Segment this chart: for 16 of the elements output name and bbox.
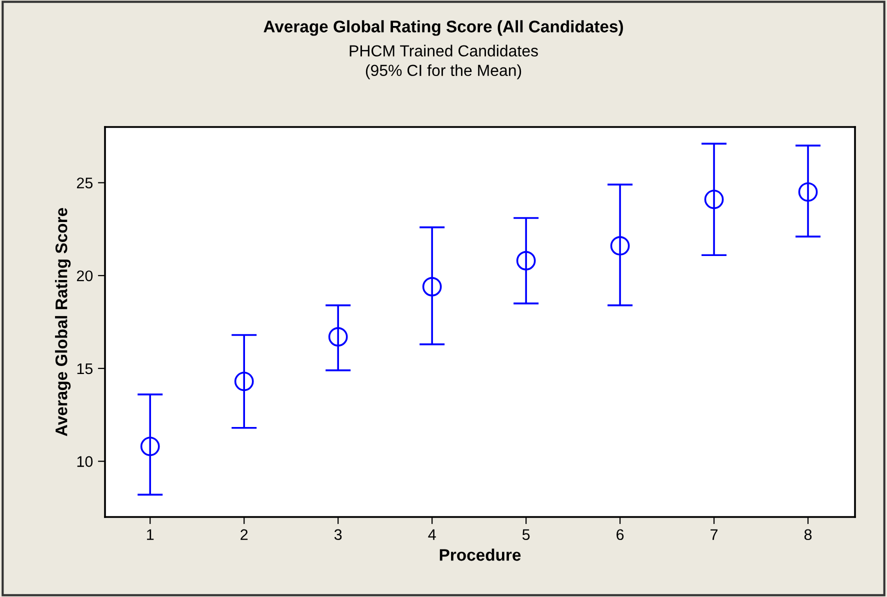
chart-title: Average Global Rating Score (All Candidates) bbox=[264, 20, 623, 36]
x-tick-label: 3 bbox=[334, 529, 342, 540]
y-tick-label: 20 bbox=[76, 270, 93, 282]
x-tick-label: 1 bbox=[147, 529, 154, 540]
x-axis-title: Procedure bbox=[440, 548, 521, 561]
y-axis-title: Average Global Rating Score bbox=[55, 208, 71, 436]
chart-subtitle: PHCM Trained Candidates (95% CI for the Mean) bbox=[350, 44, 538, 80]
x-tick-label: 5 bbox=[522, 529, 530, 540]
y-tick-label: 25 bbox=[76, 178, 93, 188]
x-tick-label: 4 bbox=[428, 529, 436, 540]
y-tick-label: 15 bbox=[77, 363, 93, 374]
x-tick-label: 7 bbox=[710, 529, 718, 540]
y-tick-label: 10 bbox=[77, 456, 93, 467]
x-tick-label: 8 bbox=[804, 529, 812, 540]
x-tick-label: 6 bbox=[616, 529, 624, 540]
x-tick-label: 2 bbox=[240, 529, 248, 540]
